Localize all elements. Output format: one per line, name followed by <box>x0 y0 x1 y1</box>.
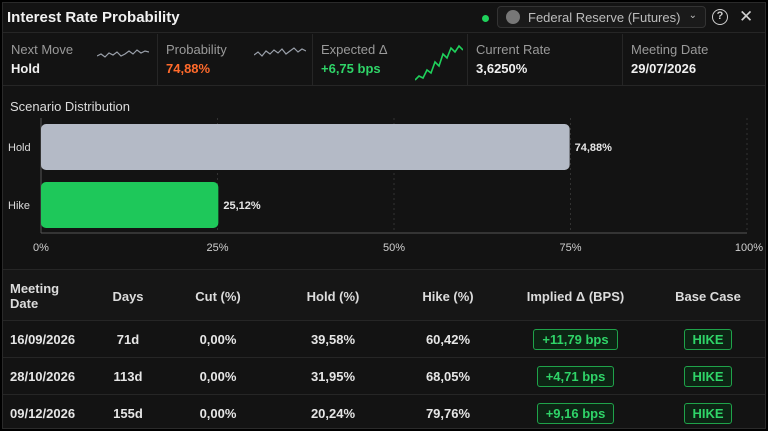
cell-implied: +11,79 bps <box>513 321 638 358</box>
cell-hike: 60,42% <box>425 332 471 347</box>
stat-value: +6,75 bps <box>321 61 381 76</box>
source-select[interactable]: Federal Reserve (Futures) ⌄ <box>497 6 706 28</box>
cell-base: HIKE <box>663 358 753 395</box>
table-row[interactable]: 28/10/2026 113d 0,00% 31,95% 68,05% +4,71 bps… <box>3 358 765 395</box>
cell-date: 16/09/2026 <box>10 332 76 347</box>
cell-base: HIKE <box>663 321 753 358</box>
table-body: 16/09/2026 71d 0,00% 39,58% 60,42% +11,79 bps… <box>3 321 765 428</box>
implied-delta-badge: +4,71 bps <box>536 366 615 387</box>
scenario-title: Scenario Distribution <box>10 99 130 114</box>
cell-cut: 0,00% <box>199 369 237 384</box>
x-tick-label: 25% <box>206 242 228 254</box>
sparkline-icon <box>254 47 306 57</box>
header-hold: Hold (%) <box>306 288 360 304</box>
stat-expected-delta: Expected Δ +6,75 bps <box>313 34 468 86</box>
cell-base: HIKE <box>663 395 753 428</box>
header-days: Days <box>112 288 144 304</box>
base-case-badge: HIKE <box>684 329 732 350</box>
stat-next-move: Next Move Hold <box>3 34 158 86</box>
table-row[interactable]: 09/12/2026 155d 0,00% 20,24% 79,76% +9,16 bps… <box>3 395 765 428</box>
cell-hike: 68,05% <box>425 369 471 384</box>
sparkline-icon <box>415 44 463 81</box>
cell-days: 155d <box>113 406 143 421</box>
data-label: 74,88% <box>575 142 613 154</box>
stat-probability: Probability 74,88% <box>158 34 313 86</box>
cell-implied: +9,16 bps <box>513 395 638 428</box>
table-row[interactable]: 16/09/2026 71d 0,00% 39,58% 60,42% +11,79 bps… <box>3 321 765 358</box>
base-case-badge: HIKE <box>684 403 732 424</box>
header-implied-delta: Implied Δ (BPS) <box>526 288 625 304</box>
scenario-distribution-chart: Hold 74,88% Hike 25,12% 0% 25% 50% 75% 100% <box>8 118 763 254</box>
source-select-label: Federal Reserve (Futures) <box>528 10 681 25</box>
help-icon[interactable]: ? <box>712 9 728 25</box>
cell-days: 113d <box>113 369 143 384</box>
meetings-table: Meeting Date Days Cut (%) Hold (%) Hike … <box>3 269 765 428</box>
data-label: 25,12% <box>223 200 261 212</box>
cell-hike: 79,76% <box>425 406 471 421</box>
x-tick-label: 50% <box>383 242 405 254</box>
category-label: Hold <box>8 142 31 154</box>
cell-implied: +4,71 bps <box>513 358 638 395</box>
bar-hold <box>41 124 570 170</box>
implied-delta-badge: +9,16 bps <box>536 403 615 424</box>
stat-value: Hold <box>11 61 40 76</box>
table-header: Meeting Date Days Cut (%) Hold (%) Hike … <box>3 269 765 321</box>
stats-bar: Next Move Hold Probability 74,88% Expect… <box>3 34 765 86</box>
stat-value: 74,88% <box>166 61 211 76</box>
header-meeting-date: Meeting Date <box>10 281 60 311</box>
stat-label: Current Rate <box>476 42 551 57</box>
bar-hike <box>41 182 219 228</box>
live-status-icon <box>482 15 489 22</box>
cell-hold: 31,95% <box>310 369 356 384</box>
stat-meeting-date: Meeting Date 29/07/2026 <box>623 34 765 86</box>
chevron-down-icon: ⌄ <box>688 10 697 21</box>
panel-title: Interest Rate Probability <box>7 9 180 26</box>
stat-label: Meeting Date <box>631 42 709 57</box>
x-tick-label: 75% <box>559 242 581 254</box>
header-base-case: Base Case <box>675 288 741 304</box>
stat-label: Expected Δ <box>321 42 388 57</box>
cell-hold: 20,24% <box>310 406 356 421</box>
cell-date: 28/10/2026 <box>10 369 76 384</box>
cell-date: 09/12/2026 <box>10 406 76 421</box>
stat-value: 29/07/2026 <box>631 61 697 76</box>
close-icon[interactable]: ✕ <box>739 7 754 26</box>
x-tick-label: 100% <box>735 242 763 254</box>
cell-cut: 0,00% <box>199 406 237 421</box>
stat-label: Next Move <box>11 42 74 57</box>
stat-label: Probability <box>166 42 227 57</box>
cell-cut: 0,00% <box>199 332 237 347</box>
implied-delta-badge: +11,79 bps <box>533 329 618 350</box>
base-case-badge: HIKE <box>684 366 732 387</box>
cell-days: 71d <box>116 332 140 347</box>
stat-value: 3,6250% <box>476 61 528 76</box>
category-label: Hike <box>8 200 30 212</box>
sparkline-icon <box>97 49 149 58</box>
cell-hold: 39,58% <box>310 332 356 347</box>
panel-header: Interest Rate Probability Federal Reserv… <box>3 3 765 33</box>
stat-current-rate: Current Rate 3,6250% <box>468 34 623 86</box>
header-cut: Cut (%) <box>195 288 241 304</box>
x-tick-label: 0% <box>33 242 49 254</box>
fed-seal-icon <box>506 10 520 24</box>
header-hike: Hike (%) <box>422 288 474 304</box>
